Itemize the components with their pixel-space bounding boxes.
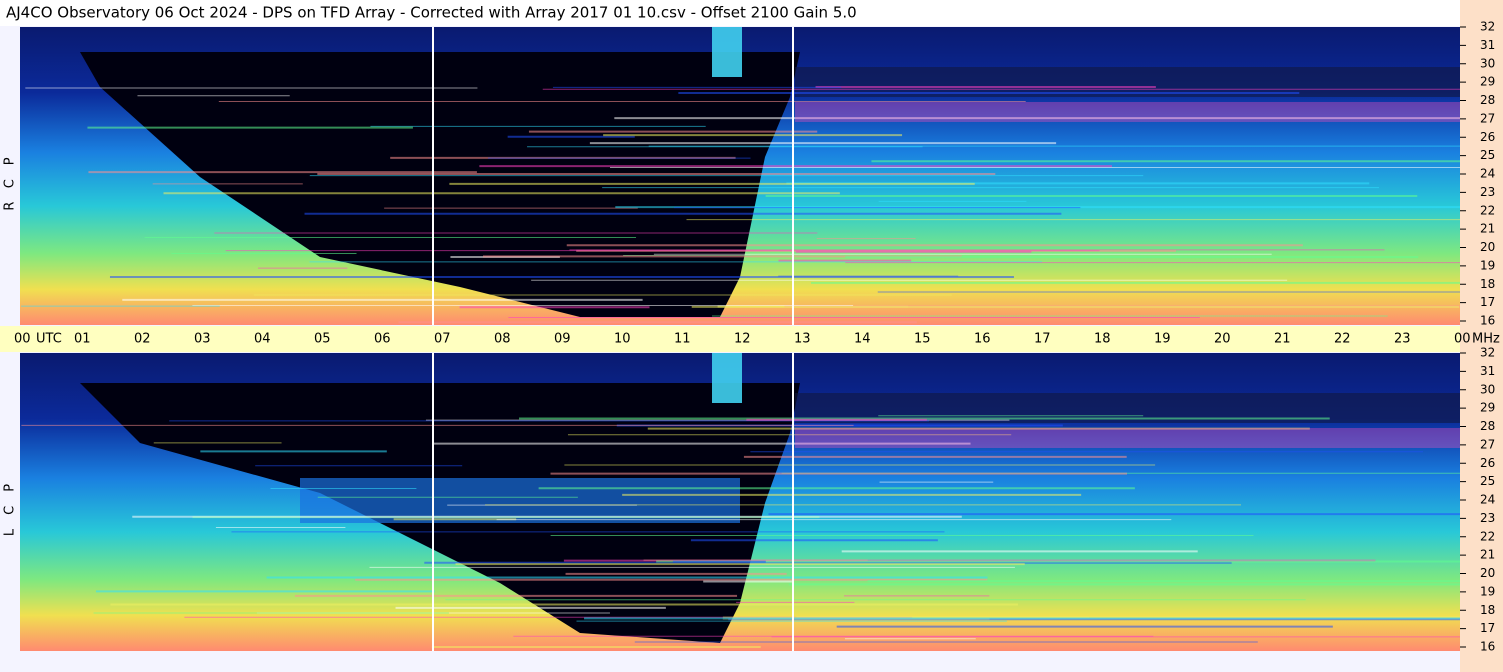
freq-label: 22 — [1480, 203, 1495, 217]
time-label: 12 — [734, 332, 751, 347]
time-label: 00 — [1454, 332, 1471, 347]
freq-strip — [1460, 0, 1503, 672]
freq-label: 30 — [1480, 382, 1495, 396]
band — [300, 478, 740, 523]
freq-label: 17 — [1480, 621, 1495, 635]
time-label: 14 — [854, 332, 871, 347]
time-label: 11 — [674, 332, 691, 347]
pink-band — [795, 102, 1460, 122]
time-label: 04 — [254, 332, 271, 347]
time-label: 07 — [434, 332, 451, 347]
freq-label: 23 — [1480, 511, 1495, 525]
freq-label: 27 — [1480, 437, 1495, 451]
freq-label: 29 — [1480, 401, 1495, 415]
time-label: 17 — [1034, 332, 1051, 347]
freq-label: 22 — [1480, 529, 1495, 543]
freq-label: 32 — [1480, 346, 1495, 360]
time-unit: UTC — [36, 332, 62, 347]
freq-label: 21 — [1480, 222, 1495, 236]
time-label: 10 — [614, 332, 631, 347]
time-label: 09 — [554, 332, 571, 347]
freq-label: 20 — [1480, 240, 1495, 254]
freq-label: 28 — [1480, 93, 1495, 107]
title: AJ4CO Observatory 06 Oct 2024 - DPS on T… — [6, 4, 857, 22]
time-label: 18 — [1094, 332, 1111, 347]
freq-label: 19 — [1480, 258, 1495, 272]
freq-label: 30 — [1480, 56, 1495, 70]
freq-label: 31 — [1480, 364, 1495, 378]
title-bar — [0, 0, 1460, 26]
top-band — [795, 67, 1460, 97]
freq-label: 23 — [1480, 185, 1495, 199]
freq-unit: MHz — [1472, 332, 1500, 347]
time-label: 06 — [374, 332, 391, 347]
freq-label: 19 — [1480, 584, 1495, 598]
freq-label: 25 — [1480, 474, 1495, 488]
freq-label: 16 — [1480, 640, 1495, 654]
panel-label: RCP — [3, 143, 18, 210]
freq-label: 25 — [1480, 148, 1495, 162]
pink-band — [795, 428, 1460, 448]
time-label: 15 — [914, 332, 931, 347]
freq-label: 27 — [1480, 111, 1495, 125]
freq-label: 16 — [1480, 314, 1495, 328]
time-label: 23 — [1394, 332, 1411, 347]
panel-label: LCP — [3, 470, 18, 536]
time-label: 19 — [1154, 332, 1171, 347]
time-strip — [0, 326, 1460, 352]
burst — [712, 27, 742, 77]
freq-label: 21 — [1480, 548, 1495, 562]
burst — [712, 353, 742, 403]
freq-label: 18 — [1480, 277, 1495, 291]
time-label: 21 — [1274, 332, 1291, 347]
freq-label: 18 — [1480, 603, 1495, 617]
time-label: 02 — [134, 332, 151, 347]
freq-label: 28 — [1480, 419, 1495, 433]
freq-label: 20 — [1480, 566, 1495, 580]
freq-label: 26 — [1480, 130, 1495, 144]
time-label: 22 — [1334, 332, 1351, 347]
freq-label: 31 — [1480, 38, 1495, 52]
time-label: 20 — [1214, 332, 1231, 347]
freq-label: 26 — [1480, 456, 1495, 470]
time-label: 08 — [494, 332, 511, 347]
freq-label: 24 — [1480, 493, 1495, 507]
time-label: 05 — [314, 332, 331, 347]
time-label: 00 — [14, 332, 31, 347]
time-label: 16 — [974, 332, 991, 347]
freq-label: 32 — [1480, 20, 1495, 34]
time-label: 01 — [74, 332, 91, 347]
freq-label: 24 — [1480, 167, 1495, 181]
freq-label: 29 — [1480, 75, 1495, 89]
freq-label: 17 — [1480, 295, 1495, 309]
time-label: 13 — [794, 332, 811, 347]
time-label: 03 — [194, 332, 211, 347]
